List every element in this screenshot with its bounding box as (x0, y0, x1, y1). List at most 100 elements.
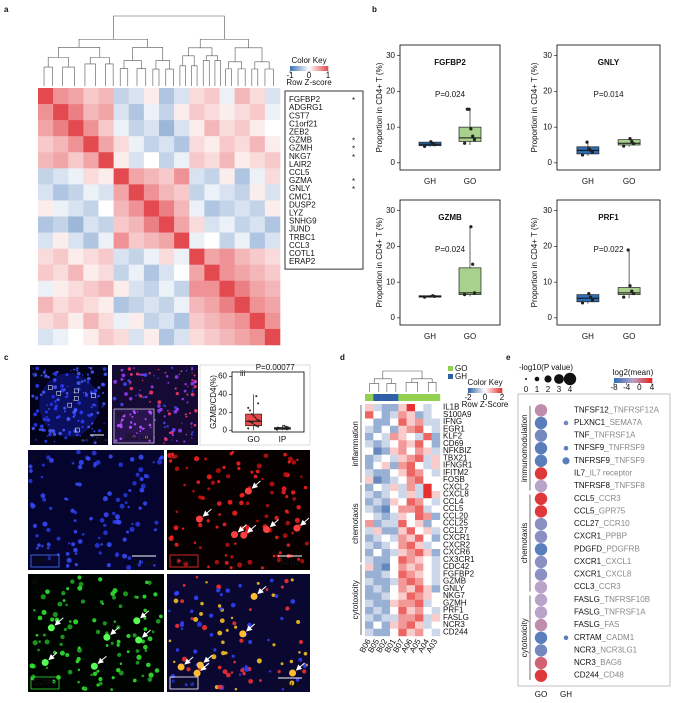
cell (274, 515, 279, 521)
cell (148, 439, 151, 442)
cell (97, 386, 101, 390)
cell (190, 682, 195, 686)
heatmap-cell (365, 563, 374, 571)
heatmap-cell (415, 578, 424, 586)
heatmap-cell (249, 280, 266, 298)
heatmap-cell (390, 454, 399, 463)
stain-label: CD4 (176, 556, 193, 565)
cell (303, 485, 308, 490)
cell (283, 472, 289, 478)
cell (40, 544, 44, 548)
heatmap-cell (431, 469, 441, 477)
cell (239, 638, 244, 643)
heatmap-cell (406, 534, 416, 542)
heatmap-cell (423, 549, 432, 557)
color-key-tick-label: 0 (483, 393, 488, 402)
cell (186, 667, 191, 672)
data-point (252, 414, 255, 417)
heatmap-cell (38, 136, 54, 153)
box (458, 267, 482, 295)
heatmap-cell (143, 200, 160, 217)
cell (216, 584, 222, 590)
gene-label: DUSP2 (289, 200, 316, 209)
gene-label: CCL25 (443, 519, 468, 528)
cell (90, 673, 93, 677)
cell (118, 604, 123, 609)
heatmap-cell (38, 184, 54, 201)
pair-label: CRTAM_CADM1 (574, 633, 635, 642)
heatmap-cell (128, 232, 145, 249)
receptor: _PDGFRB (601, 544, 640, 553)
cell (50, 617, 55, 622)
ligand: NCR3 (574, 646, 596, 655)
color-key-title: log2(mean) (613, 368, 654, 377)
heatmap-cell (219, 328, 235, 346)
color-key-label: Row Z-score (286, 78, 332, 87)
cell (295, 678, 300, 682)
heatmap-cell (381, 563, 391, 571)
cell (176, 559, 181, 564)
gene-label: COTL1 (289, 249, 315, 258)
cell (226, 672, 231, 678)
cell (76, 449, 81, 455)
cell (72, 399, 75, 401)
cell (234, 625, 238, 629)
cell (48, 423, 50, 426)
heatmap-cell (423, 607, 432, 615)
heatmap-cell (431, 483, 441, 492)
cell (229, 566, 233, 570)
cell (185, 369, 188, 372)
color-key-swatch (315, 66, 318, 71)
heatmap-cell (128, 296, 145, 314)
heatmap-cell (373, 505, 382, 513)
heatmap-cell (128, 248, 145, 265)
heatmap-cell (219, 216, 235, 233)
cell (148, 372, 151, 375)
heatmap-cell (38, 248, 54, 265)
cell (180, 599, 185, 604)
cell (294, 517, 301, 523)
cell (247, 559, 253, 565)
cell (103, 422, 105, 425)
color-key-swatch (326, 66, 329, 71)
cell (121, 418, 124, 422)
positive-cell (41, 658, 49, 666)
cell (128, 396, 133, 401)
heatmap-cell (128, 120, 145, 137)
cell (166, 425, 169, 428)
data-point (278, 426, 281, 429)
y-axis-label: Proportion in CD4+ T (%) (530, 217, 539, 307)
cell (280, 662, 284, 666)
data-point (632, 141, 636, 146)
gene-label: IFNG (443, 417, 462, 426)
dot (534, 442, 548, 455)
cell (193, 384, 197, 389)
cell (143, 608, 147, 613)
cell (108, 454, 113, 459)
heatmap-cell (38, 200, 54, 217)
dot (534, 517, 548, 531)
micrograph (167, 574, 310, 692)
cell (70, 579, 75, 584)
heatmap-cell (365, 433, 374, 441)
color-key-swatch (640, 378, 643, 383)
heatmap-cell (264, 152, 281, 169)
heatmap-cell (423, 563, 432, 571)
cell (239, 500, 244, 506)
cell (173, 525, 179, 531)
y-axis-label: Proportion in CD4+ T (%) (375, 217, 384, 307)
cell (79, 434, 82, 437)
cell (116, 639, 121, 644)
cell (129, 386, 133, 391)
cell (296, 505, 301, 510)
heatmap-cell (264, 136, 281, 153)
heatmap-cell (423, 556, 432, 564)
cell (62, 599, 66, 603)
roi-box (48, 385, 53, 390)
heatmap-cell (390, 505, 399, 513)
cell (113, 620, 117, 623)
cell (167, 409, 169, 412)
cell (40, 493, 46, 499)
arrow (97, 655, 107, 664)
heatmap-cell (83, 328, 99, 346)
